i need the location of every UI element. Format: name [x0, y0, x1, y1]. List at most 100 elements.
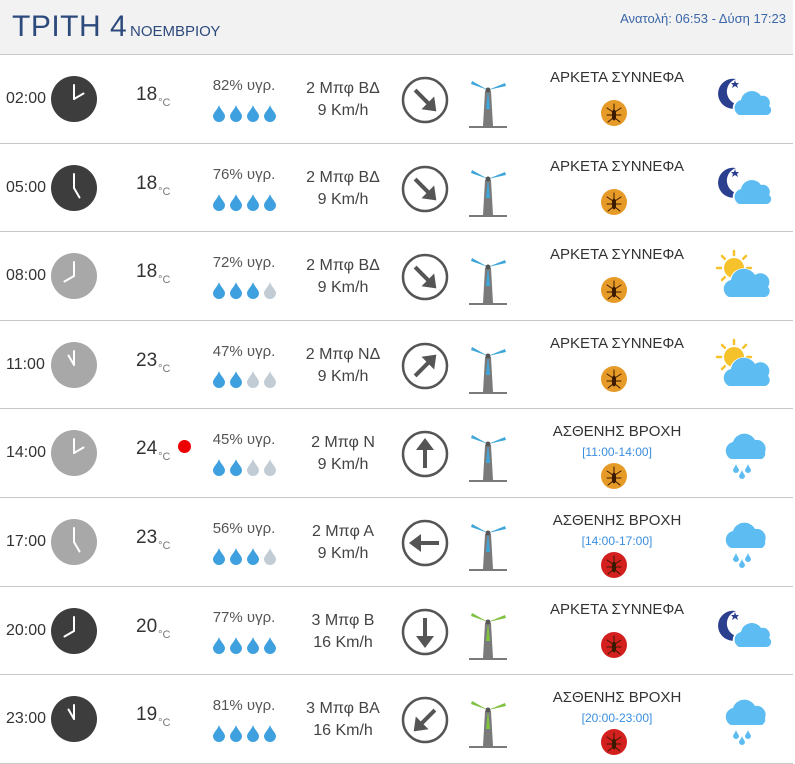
time-label: 08:00	[6, 267, 47, 285]
humidity-drops	[213, 105, 276, 122]
wind-info: 3 Μπφ ΒΑ 16 Km/h	[298, 698, 388, 742]
clock-icon	[51, 430, 97, 477]
drop-icon	[247, 193, 259, 211]
drop-icon	[213, 193, 225, 211]
humidity-drops	[213, 636, 276, 654]
humidity-label: 72% υγρ.	[212, 254, 276, 272]
mosquito-icon	[601, 277, 627, 304]
wind-info: 2 Μπφ ΝΔ 9 Km/h	[298, 344, 388, 388]
humidity-label: 47% υγρ.	[212, 342, 276, 360]
drop-icon	[213, 282, 225, 300]
forecast-row: 20:00 20°C 77% υγρ. 3 Μπφ Β 16 Km/h ΑΡΚΕΤΑ ΣΥ…	[0, 587, 793, 676]
clock-icon	[51, 607, 97, 654]
wind-speed: 9 Km/h	[317, 279, 369, 297]
temperature-value: 23	[136, 527, 158, 548]
drop-icon	[247, 105, 259, 122]
wind-direction-arrow-icon	[401, 342, 449, 390]
clock-icon	[51, 164, 97, 211]
temperature: 19°C	[136, 704, 170, 729]
wind-beaufort: 2 Μπφ Α	[311, 523, 375, 540]
clock-icon	[51, 519, 97, 565]
wind-info: 2 Μπφ Α 9 Km/h	[298, 521, 388, 565]
drop-icon	[213, 725, 225, 743]
humidity-drops	[213, 370, 276, 388]
drop-icon	[230, 282, 242, 300]
mosquito-icon	[601, 631, 627, 658]
time-label: 02:00	[6, 90, 47, 107]
humidity-drops	[213, 459, 276, 477]
rain-cloud-icon	[725, 522, 766, 568]
wind-beaufort: 2 Μπφ ΒΔ	[306, 168, 380, 186]
drop-icon	[230, 370, 242, 388]
temperature-unit: °C	[158, 540, 171, 552]
mosquito-icon	[601, 463, 627, 490]
condition-label: ΑΡΚΕΤΑ ΣΥΝΝΕΦΑ	[550, 157, 684, 175]
condition-label: ΑΣΘΕΝΗΣ ΒΡΟΧΗ	[552, 512, 682, 529]
temperature: 18°C	[136, 84, 170, 109]
wind-beaufort: 2 Μπφ Ν	[311, 434, 375, 452]
humidity-label: 45% υγρ.	[212, 431, 276, 449]
wind-speed: 9 Km/h	[317, 367, 369, 385]
month-label: ΝΟΕΜΒΡΙΟΥ	[130, 23, 221, 40]
drop-icon	[264, 725, 276, 743]
drop-icon	[247, 282, 259, 300]
time-label: 11:00	[6, 355, 45, 373]
wind-speed: 9 Km/h	[317, 545, 369, 562]
wind-info: 3 Μπφ Β 16 Km/h	[298, 610, 388, 654]
rain-period: [11:00-14:00]	[582, 445, 652, 460]
temperature: 23°C	[136, 350, 170, 375]
condition-label: ΑΡΚΕΤΑ ΣΥΝΝΕΦΑ	[550, 246, 684, 264]
time-label: 23:00	[6, 710, 47, 728]
forecast-row: 14:00 24°C 45% υγρ. 2 Μπφ Ν 9 Km/h ΑΣΘΕΝΗΣ ΒΡ…	[0, 409, 793, 498]
humidity-drops	[213, 282, 276, 300]
forecast-row: 17:00 23°C 56% υγρ. 2 Μπφ Α 9 Km/h ΑΣΘΕΝΗΣ ΒΡ…	[0, 498, 793, 587]
humidity-label: 81% υγρ.	[212, 697, 276, 715]
humidity-label: 76% υγρ.	[212, 165, 276, 183]
temperature-unit: °C	[158, 274, 171, 287]
sun-cloudy-icon	[715, 338, 772, 387]
temperature-value: 19	[136, 704, 158, 726]
condition-label: ΑΣΘΕΝΗΣ ΒΡΟΧΗ	[552, 689, 682, 707]
wind-beaufort: 2 Μπφ ΒΔ	[306, 80, 380, 97]
forecast-row: 02:00 18°C 82% υγρ. 2 Μπφ ΒΔ 9 Km/h ΑΡΚΕΤΑ ΣΥ…	[0, 55, 793, 144]
temperature: 23°C	[136, 527, 170, 552]
wind-speed: 9 Km/h	[317, 102, 369, 119]
drop-icon	[213, 105, 225, 122]
sun-cloudy-icon	[715, 249, 772, 299]
humidity-label: 56% υγρ.	[212, 520, 276, 537]
clock-icon	[51, 76, 97, 122]
mosquito-icon	[601, 365, 627, 392]
clock-icon	[51, 341, 97, 388]
temperature-value: 18	[136, 172, 158, 194]
drop-icon	[264, 459, 276, 477]
wind-info: 2 Μπφ ΒΔ 9 Km/h	[298, 167, 388, 211]
drop-icon	[247, 370, 259, 388]
wind-direction-arrow-icon	[401, 608, 449, 655]
wind-speed: 9 Km/h	[317, 456, 369, 474]
drop-icon	[213, 636, 225, 654]
temperature: 20°C	[136, 616, 170, 641]
wind-direction-arrow-icon	[401, 253, 449, 301]
temperature-unit: °C	[158, 185, 171, 198]
humidity-label: 77% υγρ.	[212, 608, 276, 626]
forecast-row: 05:00 18°C 76% υγρ. 2 Μπφ ΒΔ 9 Km/h ΑΡΚΕΤΑ ΣΥ…	[0, 144, 793, 233]
temperature-unit: °C	[158, 717, 171, 730]
mosquito-icon	[601, 552, 627, 578]
wind-info: 2 Μπφ Ν 9 Km/h	[298, 432, 388, 476]
temperature: 18°C	[136, 261, 170, 286]
drop-icon	[264, 370, 276, 388]
drop-icon	[213, 370, 225, 388]
forecast-row: 11:00 23°C 47% υγρ. 2 Μπφ ΝΔ 9 Km/h ΑΡΚΕΤΑ ΣΥ…	[0, 321, 793, 410]
rain-cloud-icon	[725, 699, 766, 746]
temperature: 18°C	[136, 173, 170, 198]
wind-direction-arrow-icon	[401, 165, 449, 212]
humidity-drops	[213, 193, 276, 211]
drop-icon	[247, 459, 259, 477]
temperature-unit: °C	[158, 97, 171, 109]
windmill-icon	[469, 258, 507, 306]
drop-icon	[264, 636, 276, 654]
mosquito-icon	[601, 188, 627, 215]
wind-speed: 16 Km/h	[313, 722, 373, 740]
condition-label: ΑΡΚΕΤΑ ΣΥΝΝΕΦΑ	[550, 600, 684, 618]
windmill-icon	[469, 169, 507, 217]
